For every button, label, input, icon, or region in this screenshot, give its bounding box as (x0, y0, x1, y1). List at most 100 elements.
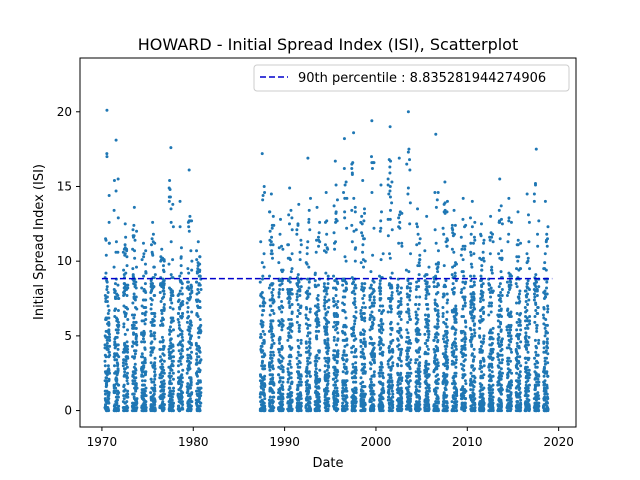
data-point (473, 220, 477, 224)
data-point (263, 409, 267, 413)
data-point-season-peak (479, 222, 483, 226)
data-point (297, 380, 301, 384)
data-point (298, 323, 302, 327)
data-point (171, 343, 175, 347)
data-point (270, 252, 274, 256)
data-point (134, 326, 138, 330)
data-point (197, 282, 201, 286)
data-point (258, 304, 262, 308)
data-point (362, 207, 366, 211)
data-point (290, 267, 294, 271)
data-point (378, 229, 382, 233)
data-point (336, 370, 340, 374)
data-point (482, 373, 486, 377)
data-point (288, 359, 292, 363)
data-point (268, 404, 272, 408)
data-point (436, 262, 440, 266)
data-point (259, 374, 263, 378)
data-point (469, 274, 473, 278)
data-point (408, 298, 412, 302)
data-point (342, 325, 346, 329)
data-point (171, 364, 175, 368)
data-point (106, 395, 110, 399)
data-point (350, 240, 354, 244)
data-point (442, 371, 446, 375)
data-point (197, 291, 201, 295)
data-point (427, 332, 431, 336)
data-point (380, 395, 384, 399)
data-point (315, 337, 319, 341)
data-point (427, 383, 431, 387)
data-point (262, 355, 266, 359)
data-point (452, 386, 456, 390)
data-point (469, 262, 473, 266)
data-point (344, 386, 348, 390)
data-point (115, 317, 119, 321)
data-point (482, 364, 486, 368)
data-point (407, 340, 411, 344)
data-point (372, 298, 376, 302)
data-point (308, 353, 312, 357)
data-point (149, 334, 153, 338)
data-point (133, 285, 137, 289)
data-point (478, 334, 482, 338)
data-point (360, 214, 364, 218)
data-point (289, 317, 293, 321)
data-point (195, 347, 199, 351)
data-point (168, 380, 172, 384)
data-point (198, 370, 202, 374)
data-point (114, 395, 118, 399)
data-point (445, 199, 449, 203)
data-point (169, 220, 173, 224)
data-point (277, 350, 281, 354)
data-point (326, 274, 330, 278)
data-point (453, 274, 457, 278)
data-point (258, 379, 262, 383)
data-point (187, 229, 191, 233)
data-point (180, 380, 184, 384)
data-point (334, 383, 338, 387)
data-point (186, 347, 190, 351)
data-point (316, 303, 320, 306)
data-point (388, 165, 392, 169)
data-point (326, 344, 330, 348)
data-point (307, 217, 311, 221)
data-point (141, 391, 145, 395)
data-point (332, 377, 336, 381)
data-point (441, 404, 445, 408)
data-point (325, 292, 329, 296)
data-point (171, 319, 175, 323)
data-point (122, 374, 126, 378)
data-point (415, 320, 419, 324)
data-point (181, 355, 185, 359)
data-point (334, 210, 338, 214)
data-point-season-peak (416, 207, 420, 211)
data-point (353, 409, 357, 413)
data-point-season-peak (388, 125, 392, 129)
data-point (462, 274, 466, 278)
data-point (307, 208, 311, 212)
data-point (436, 373, 440, 377)
data-point (443, 400, 447, 404)
data-point (268, 229, 272, 233)
data-point (498, 282, 502, 286)
data-point (114, 250, 118, 254)
data-point (469, 409, 473, 413)
data-point (178, 400, 182, 404)
data-point (433, 190, 437, 194)
data-point (343, 338, 347, 342)
data-point (295, 298, 299, 302)
data-point (360, 288, 364, 292)
data-point (123, 243, 127, 247)
data-point (398, 314, 402, 318)
data-point (304, 350, 308, 354)
data-point (441, 314, 445, 318)
data-point (196, 407, 200, 411)
data-point (417, 394, 421, 398)
data-point (161, 280, 165, 284)
data-point (459, 362, 463, 366)
data-point (453, 317, 457, 321)
data-point (469, 383, 473, 387)
data-point (426, 314, 430, 318)
